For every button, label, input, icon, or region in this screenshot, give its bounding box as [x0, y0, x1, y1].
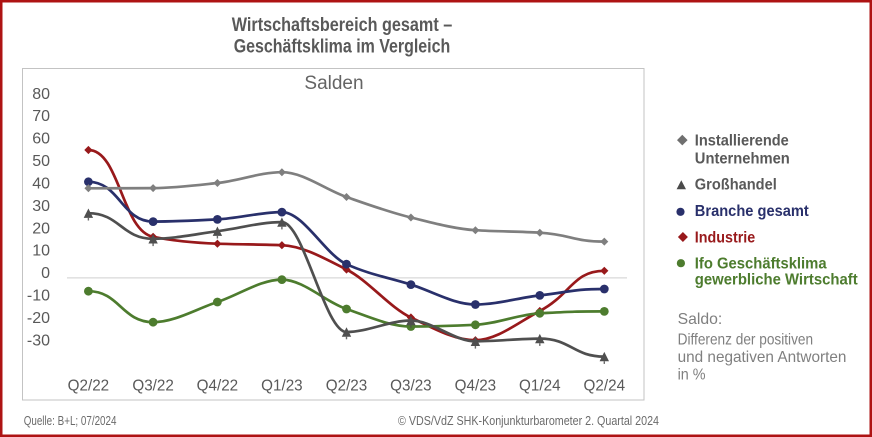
svg-text:Q2/24: Q2/24 [584, 378, 626, 395]
svg-text:50: 50 [32, 153, 50, 170]
svg-text:Q2/22: Q2/22 [68, 378, 110, 395]
svg-text:60: 60 [32, 131, 50, 148]
svg-text:Q3/23: Q3/23 [390, 378, 432, 395]
svg-text:70: 70 [32, 108, 50, 125]
svg-text:Differenz der positiven: Differenz der positiven [678, 332, 814, 349]
svg-text:Q4/22: Q4/22 [197, 378, 239, 395]
svg-text:Branche gesamt: Branche gesamt [695, 203, 810, 220]
svg-text:Quelle: B+L; 07/2024: Quelle: B+L; 07/2024 [24, 413, 117, 428]
svg-text:Großhandel: Großhandel [695, 176, 777, 193]
svg-text:gewerbliche Wirtschaft: gewerbliche Wirtschaft [695, 272, 859, 289]
svg-text:Geschäftsklima im Vergleich: Geschäftsklima im Vergleich [234, 37, 451, 58]
svg-text:Q4/23: Q4/23 [455, 378, 497, 395]
svg-text:40: 40 [32, 175, 50, 192]
svg-text:20: 20 [32, 220, 50, 237]
svg-text:© VDS/VdZ SHK-Konjunkturbarome: © VDS/VdZ SHK-Konjunkturbarometer 2. Qua… [398, 413, 659, 428]
svg-text:0: 0 [41, 265, 50, 282]
svg-text:80: 80 [32, 86, 50, 103]
svg-text:Saldo:: Saldo: [678, 311, 723, 328]
svg-text:Unternehmen: Unternehmen [695, 151, 790, 168]
svg-text:Q1/23: Q1/23 [261, 378, 303, 395]
svg-text:in %: in % [678, 367, 706, 384]
svg-text:-20: -20 [27, 310, 50, 327]
svg-text:Ifo Geschäftsklima: Ifo Geschäftsklima [695, 255, 827, 272]
svg-text:Q2/23: Q2/23 [326, 378, 368, 395]
svg-text:Industrie: Industrie [695, 230, 755, 247]
svg-text:30: 30 [32, 198, 50, 215]
svg-text:Q3/22: Q3/22 [132, 378, 174, 395]
svg-text:und negativen Antworten: und negativen Antworten [678, 349, 847, 366]
svg-text:-10: -10 [27, 288, 50, 305]
svg-text:-30: -30 [27, 332, 50, 349]
svg-text:Salden: Salden [304, 73, 363, 94]
svg-text:10: 10 [32, 243, 50, 260]
svg-text:Wirtschaftsbereich gesamt –: Wirtschaftsbereich gesamt – [232, 15, 453, 36]
svg-text:Installierende: Installierende [695, 133, 789, 150]
svg-text:Q1/24: Q1/24 [519, 378, 561, 395]
